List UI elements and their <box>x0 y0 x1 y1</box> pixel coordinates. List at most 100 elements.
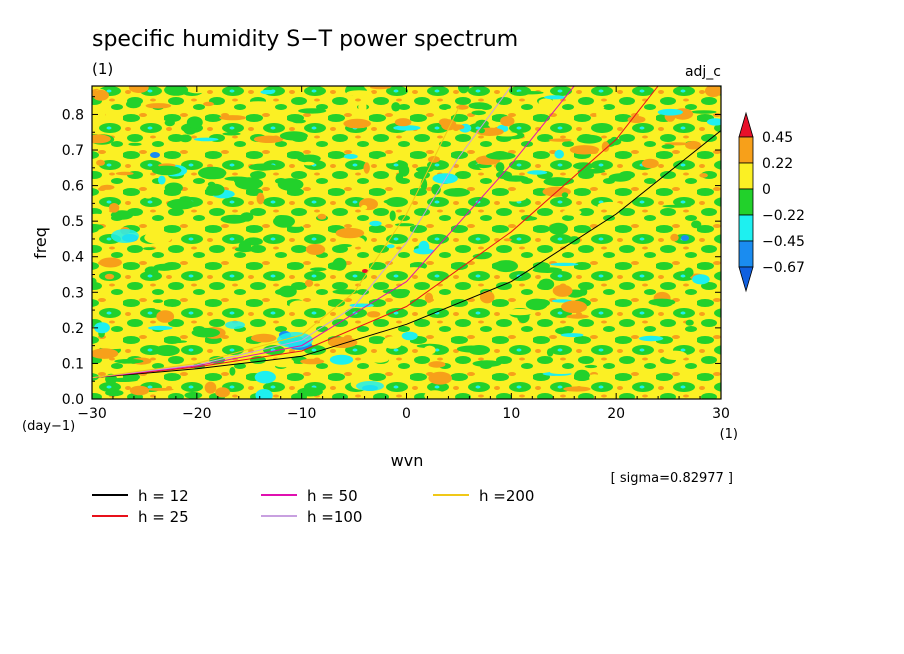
y-tick-label: 0.5 <box>62 214 84 230</box>
heatmap-cell <box>391 102 401 112</box>
heatmap-cell <box>663 350 687 360</box>
heatmap-cell <box>428 244 453 251</box>
heatmap-cell <box>317 213 327 220</box>
heatmap-cell <box>188 140 207 148</box>
y-tick-label: 0.2 <box>62 321 84 337</box>
heatmap-cell <box>431 184 441 195</box>
heatmap-cell <box>468 102 490 110</box>
heatmap-cell <box>548 138 572 142</box>
heatmap-cell <box>588 374 601 381</box>
heatmap-cell <box>706 118 721 126</box>
colorbar-label: −0.22 <box>762 208 805 224</box>
heatmap-cell <box>363 162 370 174</box>
heatmap-cell <box>373 319 382 327</box>
heatmap-cell <box>279 131 308 141</box>
colorbar-label: 0.22 <box>762 156 793 172</box>
heatmap-cell <box>704 86 721 97</box>
heatmap-cell <box>601 141 610 152</box>
heatmap-cell <box>382 336 403 349</box>
heatmap-cell <box>343 154 358 159</box>
heatmap-cell <box>401 267 427 274</box>
heatmap-cell <box>597 201 623 210</box>
plot-area <box>91 85 722 400</box>
heatmap-cell <box>151 165 182 176</box>
heatmap-cell <box>154 306 177 311</box>
curve-h-100 <box>92 86 512 379</box>
heatmap-cell <box>516 91 544 95</box>
heatmap-cell <box>215 387 231 398</box>
heatmap-cell <box>248 163 277 171</box>
curve-h-12 <box>92 130 721 379</box>
heatmap-cell <box>327 337 358 348</box>
heatmap-cell <box>627 115 646 124</box>
heatmap-cell <box>369 220 382 227</box>
heatmap-cell <box>186 116 203 129</box>
heatmap-cell <box>592 212 601 218</box>
heatmap-cell <box>424 390 446 399</box>
heatmap-cell <box>383 199 404 205</box>
heatmap-cell <box>246 101 271 107</box>
heatmap-cell <box>128 86 149 93</box>
heatmap-cell <box>552 284 573 297</box>
heatmap-cell <box>681 235 689 241</box>
heatmap-cell <box>561 300 588 314</box>
heatmap-cell <box>428 361 446 368</box>
colorbar-label: −0.45 <box>762 234 805 250</box>
heatmap-cell <box>126 100 141 109</box>
heatmap-cell <box>273 215 295 228</box>
heatmap-cell <box>591 123 606 131</box>
heatmap-cell <box>110 210 134 220</box>
heatmap-cell <box>302 161 315 166</box>
heatmap-cell <box>166 198 196 210</box>
colorbar-segment <box>738 214 754 242</box>
heatmap-cell <box>206 183 225 196</box>
heatmap-cell <box>343 118 372 129</box>
heatmap-cell <box>395 223 415 227</box>
heatmap-cell <box>204 381 217 394</box>
curve-h-200 <box>92 107 460 379</box>
heatmap-cell <box>305 244 326 255</box>
heatmap-cell <box>690 110 717 114</box>
heatmap-cell <box>256 192 265 205</box>
heatmap-cell <box>560 333 584 338</box>
heatmap-cell <box>472 360 502 367</box>
heatmap-cell <box>538 278 555 290</box>
heatmap-cell <box>522 216 538 221</box>
heatmap-cell <box>527 170 548 175</box>
y-tick-label: 0.3 <box>62 285 84 301</box>
heatmap-cell <box>150 152 160 158</box>
heatmap-cell <box>278 285 297 298</box>
heatmap-cell <box>550 262 579 266</box>
heatmap-cell <box>254 370 276 384</box>
y-tick-label: 0.8 <box>62 107 84 123</box>
heatmap-cell <box>181 177 193 180</box>
heatmap-cell <box>99 257 122 268</box>
heatmap-cell <box>494 260 518 273</box>
heatmap-cell <box>337 244 352 248</box>
heatmap-features <box>92 86 721 399</box>
heatmap-cell <box>561 192 569 198</box>
heatmap-cell <box>128 142 142 146</box>
heatmap-cell <box>253 135 284 143</box>
heatmap-cell <box>297 387 323 397</box>
heatmap-cell <box>395 173 404 183</box>
heatmap-cell <box>657 108 683 116</box>
heatmap-cell <box>424 292 433 303</box>
heatmap-cell <box>443 188 471 197</box>
x-axis: −30 −20 −10 0 10 20 30 <box>77 86 730 422</box>
heatmap-cell <box>550 370 573 374</box>
x-tick-label: −20 <box>182 406 212 422</box>
y-axis-units: (day−1) <box>22 419 75 434</box>
heatmap-cell <box>156 310 175 323</box>
legend: h = 12 h = 25 h = 50 h =100 h =200 <box>92 487 534 526</box>
heatmap-cell <box>370 86 391 90</box>
heatmap-cell <box>193 137 219 142</box>
chart-title: specific humidity S−T power spectrum <box>92 27 518 52</box>
title-units: (1) <box>92 60 113 78</box>
heatmap-cell <box>471 110 486 116</box>
heatmap-cell <box>147 387 174 391</box>
heatmap-cell <box>456 345 486 353</box>
heatmap-cell <box>358 100 367 114</box>
heatmap-cell <box>234 177 264 190</box>
heatmap-cell <box>198 166 227 180</box>
